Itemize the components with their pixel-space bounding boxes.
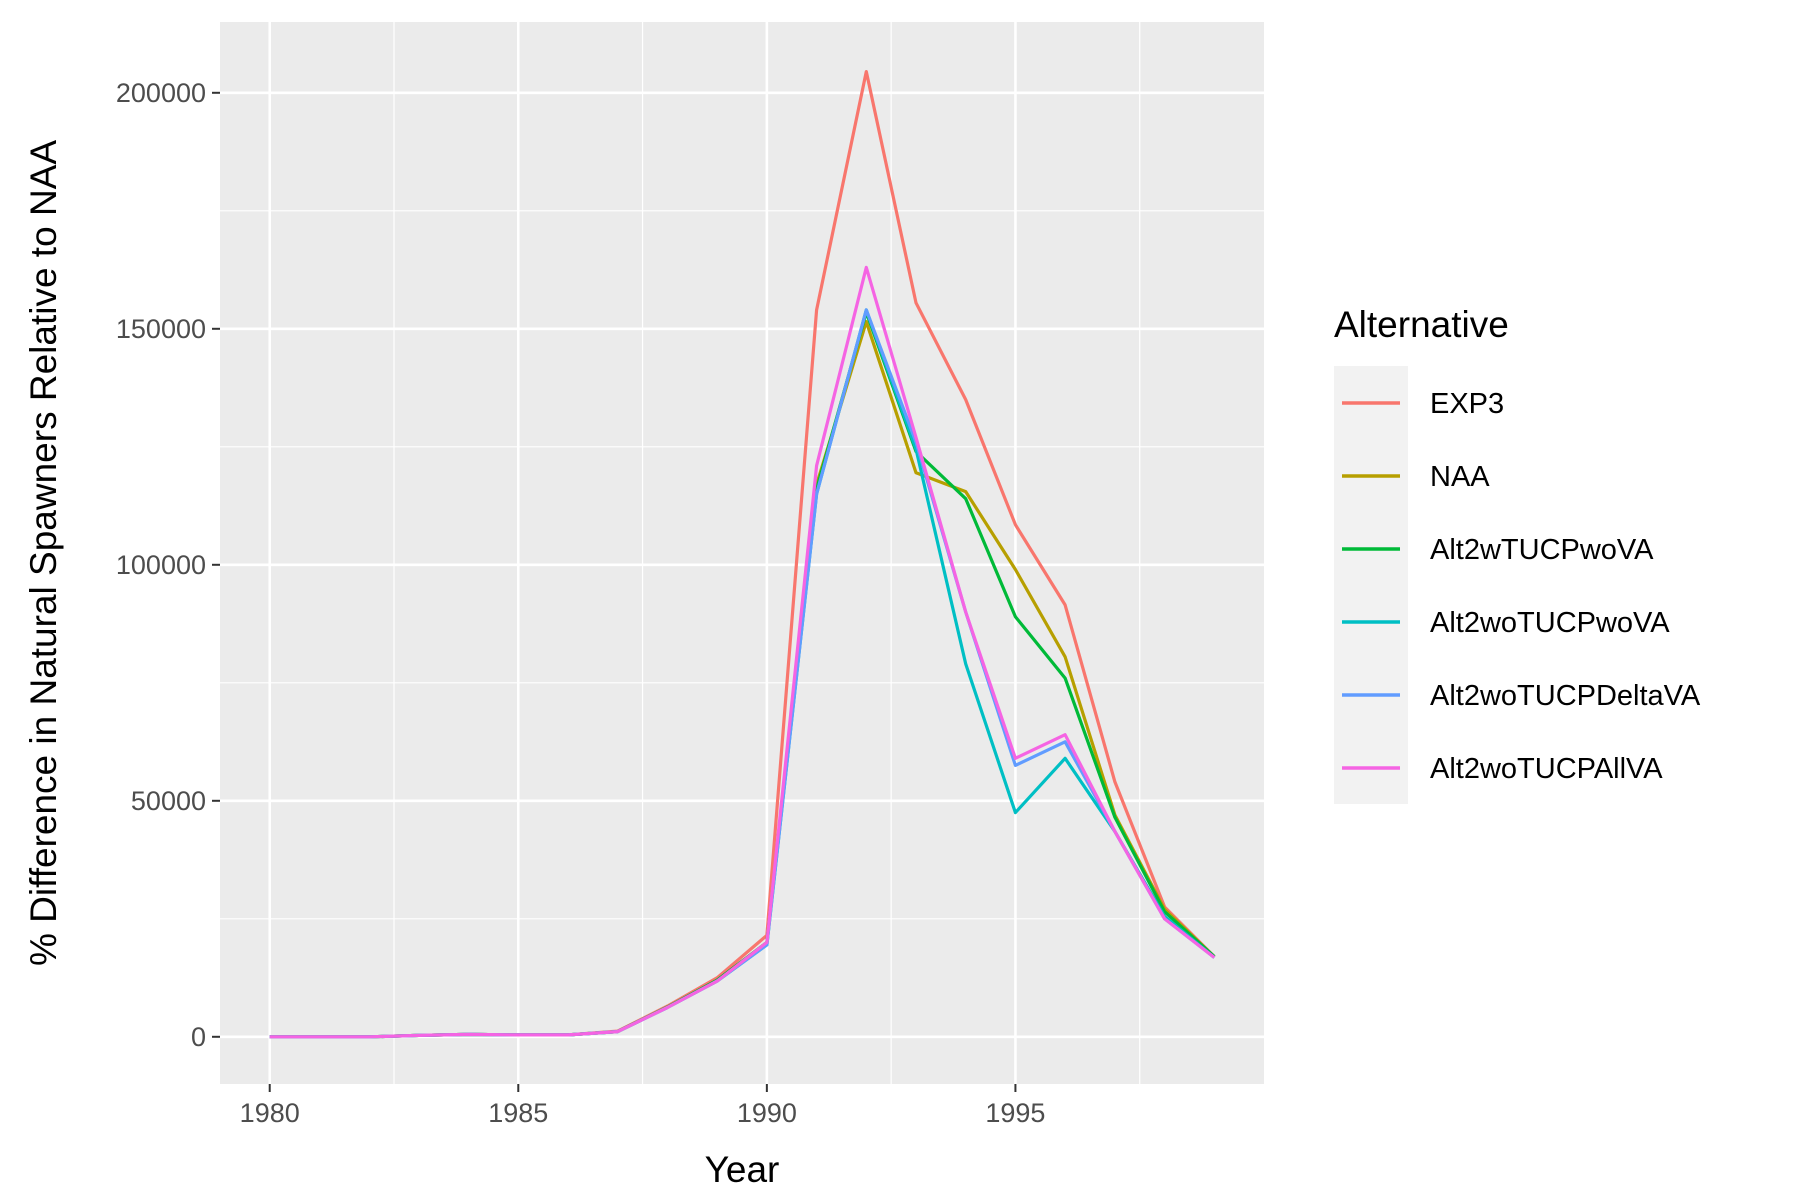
legend-label-NAA: NAA: [1430, 461, 1490, 493]
legend-label-EXP3: EXP3: [1430, 388, 1504, 420]
y-tick-label: 100000: [116, 550, 206, 580]
y-tick-label: 150000: [116, 314, 206, 344]
legend-key-background: [1334, 366, 1408, 804]
y-axis: 0 50000 100000 150000 200000: [116, 78, 220, 1052]
x-tick-label: 1985: [488, 1098, 548, 1128]
y-tick-label: 0: [191, 1022, 206, 1052]
legend-label-Alt2wTUCPwoVA: Alt2wTUCPwoVA: [1430, 534, 1654, 566]
legend-label-Alt2woTUCPDeltaVA: Alt2woTUCPDeltaVA: [1430, 680, 1701, 712]
legend: Alternative EXP3 NAA Alt2wTUCPwoVA Alt2woTU…: [1334, 304, 1701, 804]
series-line-Alt2woTUCPAllVA: [269, 265, 1216, 1039]
plot-panel: [220, 22, 1264, 1084]
y-axis-title: % Difference in Natural Spawners Relativ…: [23, 140, 64, 966]
y-tick-label: 200000: [116, 78, 206, 108]
series-lines: [269, 69, 1216, 1039]
x-tick-label: 1990: [737, 1098, 797, 1128]
legend-label-Alt2woTUCPwoVA: Alt2woTUCPwoVA: [1430, 607, 1670, 639]
y-tick-label: 50000: [131, 786, 206, 816]
grid-minor: [220, 22, 1264, 1084]
x-tick-label: 1980: [240, 1098, 300, 1128]
x-axis: 1980 1985 1990 1995: [240, 1084, 1045, 1128]
grid-major: [220, 22, 1264, 1084]
legend-label-Alt2woTUCPAllVA: Alt2woTUCPAllVA: [1430, 753, 1663, 785]
legend-title: Alternative: [1334, 304, 1509, 345]
x-axis-title: Year: [705, 1149, 780, 1190]
legend-items: EXP3 NAA Alt2wTUCPwoVA Alt2woTUCPwoVA Alt2wo…: [1342, 388, 1701, 785]
x-tick-label: 1995: [985, 1098, 1045, 1128]
